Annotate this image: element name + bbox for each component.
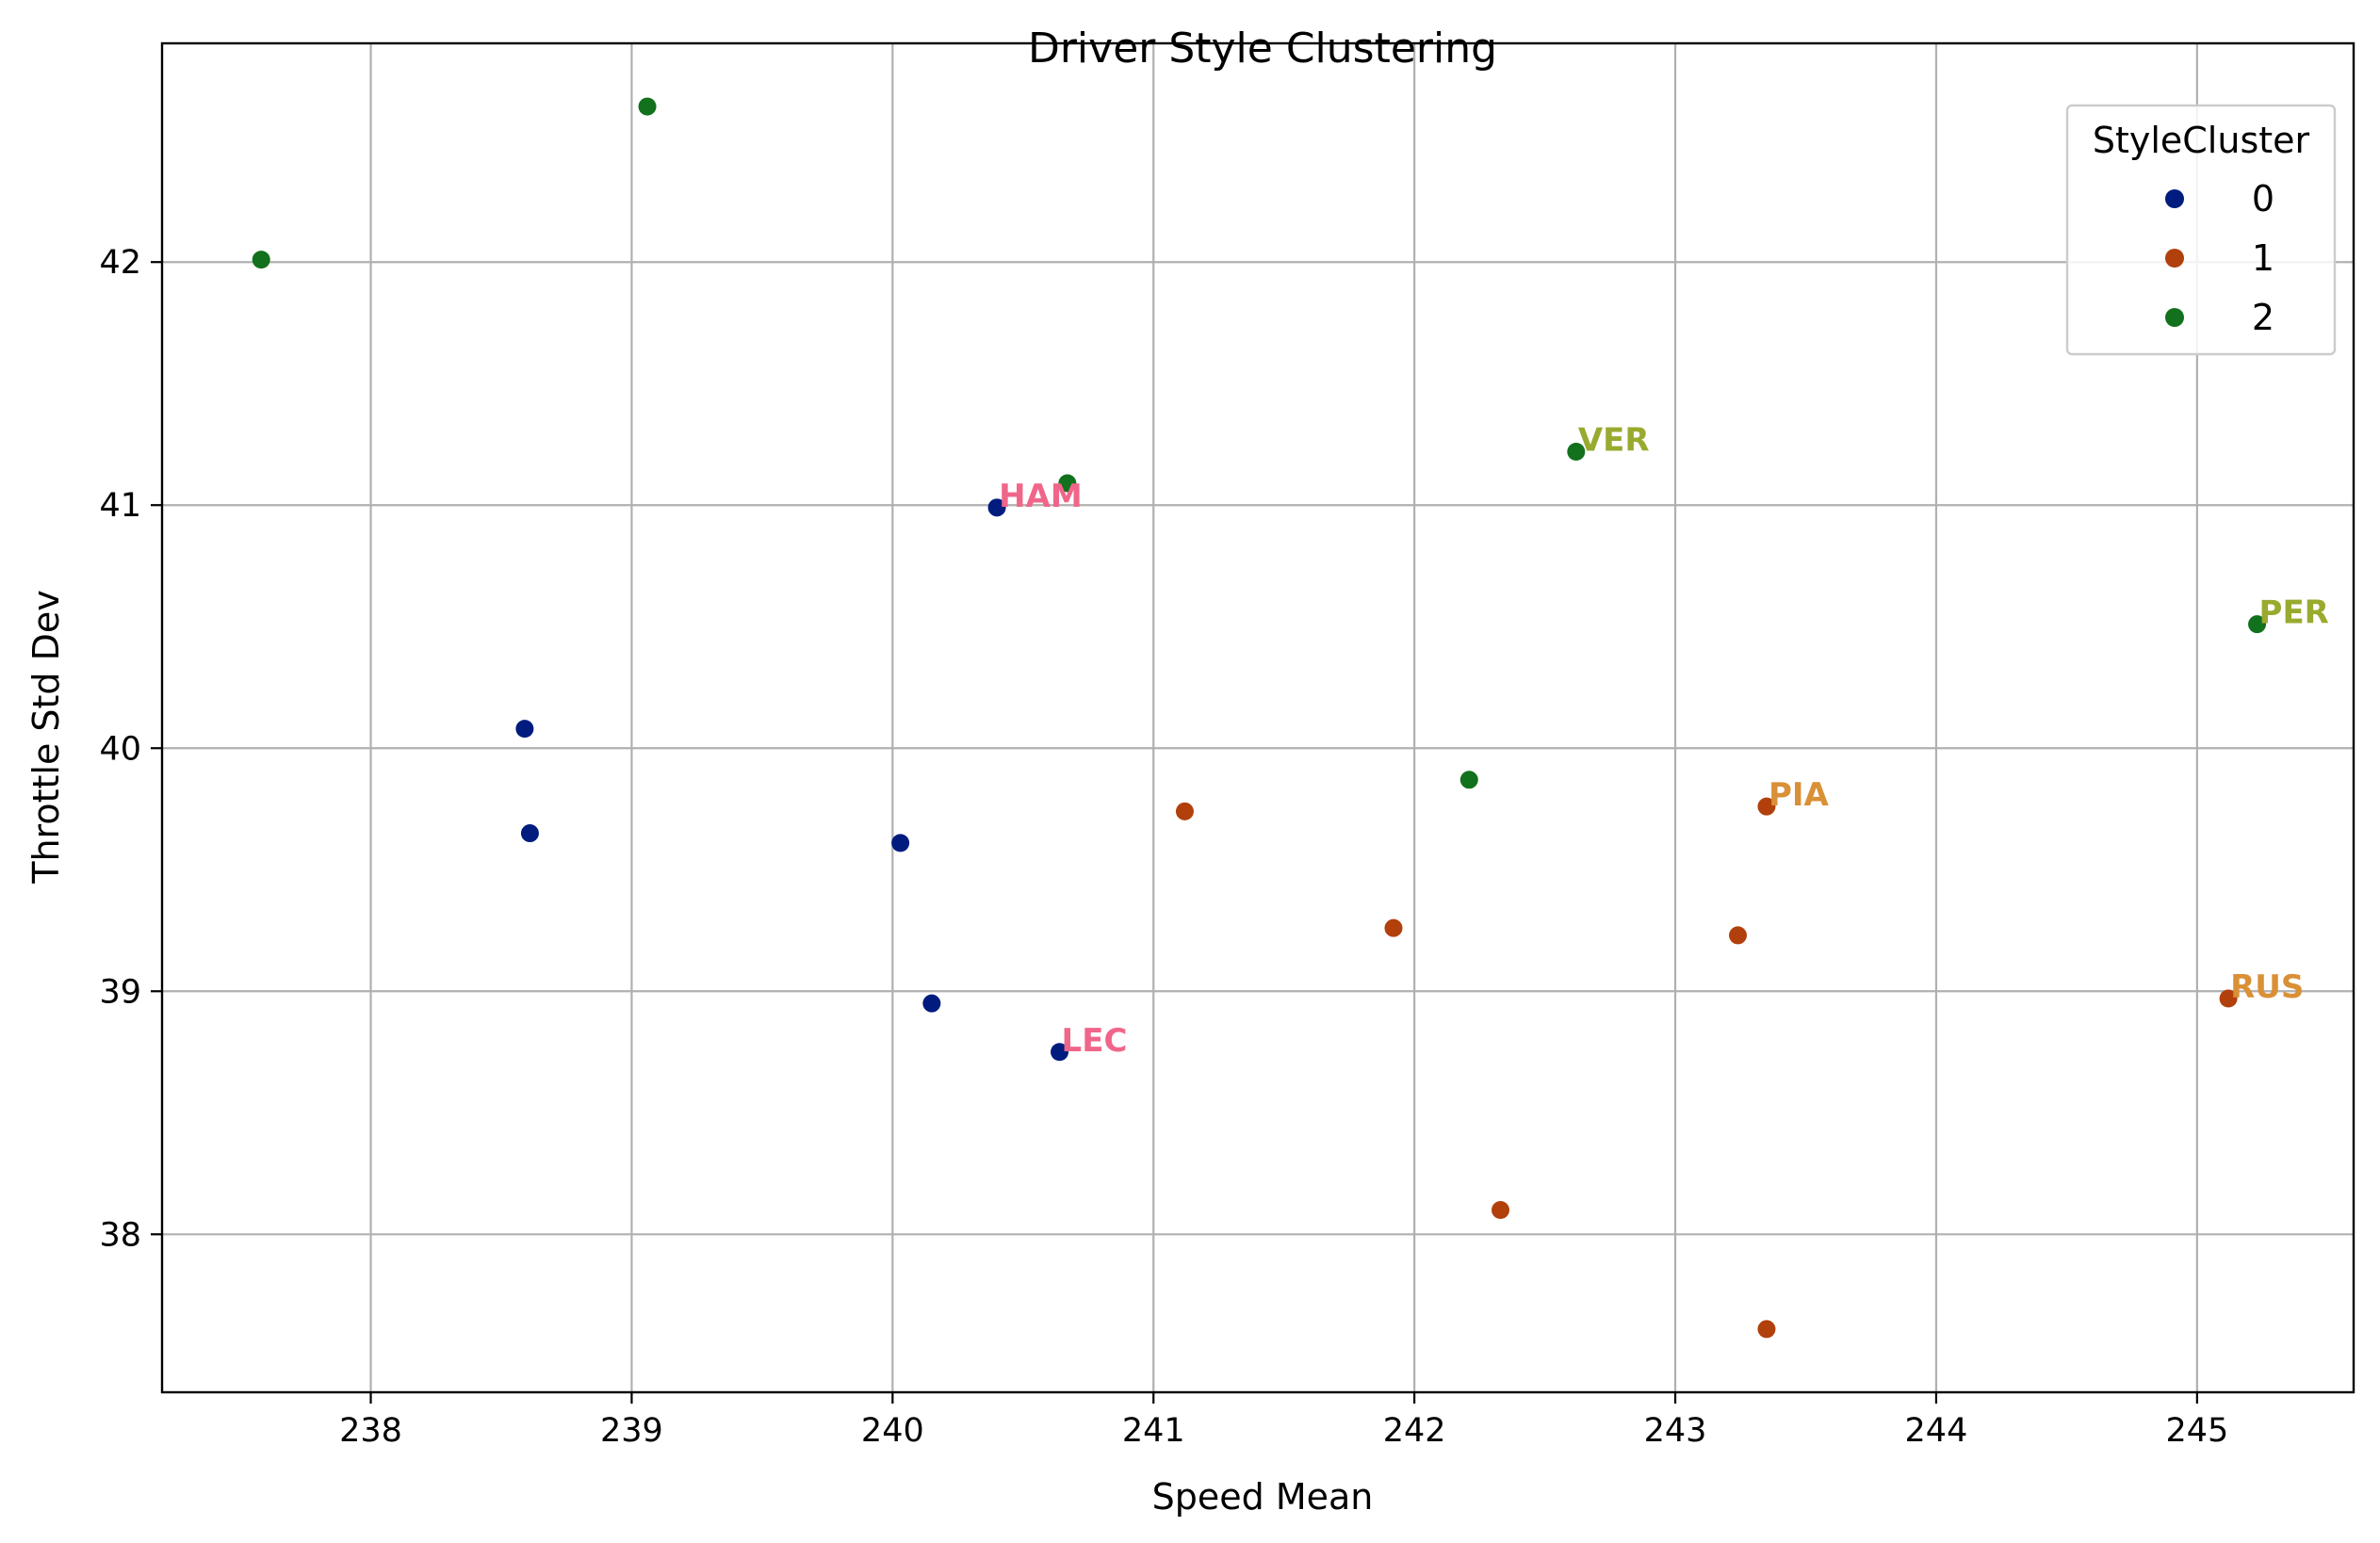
annotation-lec: LEC bbox=[1062, 1022, 1128, 1060]
scatter-point-cluster-0 bbox=[922, 994, 941, 1013]
data-points bbox=[252, 97, 2267, 1339]
x-tick-label: 244 bbox=[1905, 1412, 1968, 1450]
y-axis-label: Throttle Std Dev bbox=[25, 590, 67, 885]
y-tick-label: 40 bbox=[99, 730, 141, 768]
y-tick-label: 42 bbox=[99, 244, 141, 282]
scatter-point-cluster-2 bbox=[1459, 771, 1478, 789]
scatter-point-cluster-2 bbox=[252, 251, 270, 269]
x-tick-label: 239 bbox=[600, 1412, 663, 1450]
scatter-point-cluster-1 bbox=[2219, 989, 2238, 1008]
x-tick-label: 240 bbox=[861, 1412, 924, 1450]
scatter-point-cluster-0 bbox=[520, 824, 539, 843]
legend-label-2: 2 bbox=[2252, 297, 2274, 338]
x-tick-label: 242 bbox=[1383, 1412, 1446, 1450]
annotation-ham: HAM bbox=[999, 478, 1083, 515]
legend-marker-2 bbox=[2165, 308, 2184, 327]
annotation-ver: VER bbox=[1578, 421, 1650, 459]
x-axis-label: Speed Mean bbox=[1152, 1476, 1374, 1518]
x-tick-label: 245 bbox=[2165, 1412, 2228, 1450]
scatter-point-cluster-1 bbox=[1757, 797, 1776, 816]
legend-marker-1 bbox=[2165, 249, 2184, 268]
legend-marker-0 bbox=[2165, 189, 2184, 208]
legend-box bbox=[2065, 104, 2337, 356]
annotation-rus: RUS bbox=[2230, 968, 2304, 1006]
legend-entries: 0 1 2 bbox=[2165, 178, 2274, 338]
y-tick-label: 39 bbox=[99, 973, 141, 1011]
scatter-point-cluster-0 bbox=[891, 834, 910, 853]
scatter-point-cluster-2 bbox=[1567, 442, 1586, 461]
scatter-point-cluster-0 bbox=[987, 498, 1006, 517]
x-tick-label: 238 bbox=[339, 1412, 402, 1450]
scatter-point-cluster-1 bbox=[1175, 802, 1194, 820]
scatter-point-cluster-1 bbox=[1384, 918, 1403, 937]
legend-title: StyleCluster bbox=[2093, 120, 2310, 161]
grid-lines bbox=[162, 43, 2354, 1392]
axis-ticks: 238 239 240 241 242 243 244 245 38 39 40 41 42 bbox=[99, 244, 2228, 1450]
scatter-point-cluster-0 bbox=[1051, 1043, 1069, 1062]
legend-label-0: 0 bbox=[2252, 178, 2274, 219]
scatter-point-cluster-1 bbox=[1492, 1200, 1510, 1219]
scatter-point-cluster-1 bbox=[1729, 926, 1748, 945]
legend: StyleCluster 0 1 2 bbox=[2065, 104, 2337, 356]
x-tick-label: 243 bbox=[1644, 1412, 1707, 1450]
scatter-point-cluster-2 bbox=[2248, 615, 2267, 634]
chart-title: Driver Style Clustering bbox=[1028, 24, 1497, 73]
scatter-point-cluster-2 bbox=[638, 97, 657, 116]
annotation-pia: PIA bbox=[1769, 776, 1830, 814]
point-annotations: HAM LEC VER PER PIA RUS bbox=[999, 421, 2329, 1059]
scatter-point-cluster-2 bbox=[1058, 474, 1077, 493]
scatter-point-cluster-0 bbox=[515, 720, 534, 739]
plot-frame bbox=[160, 41, 2356, 1394]
y-tick-label: 41 bbox=[99, 487, 141, 525]
legend-label-1: 1 bbox=[2252, 237, 2274, 279]
x-tick-label: 241 bbox=[1122, 1412, 1185, 1450]
y-tick-label: 38 bbox=[99, 1216, 141, 1254]
annotation-per: PER bbox=[2259, 594, 2329, 632]
scatter-point-cluster-1 bbox=[1757, 1320, 1776, 1339]
